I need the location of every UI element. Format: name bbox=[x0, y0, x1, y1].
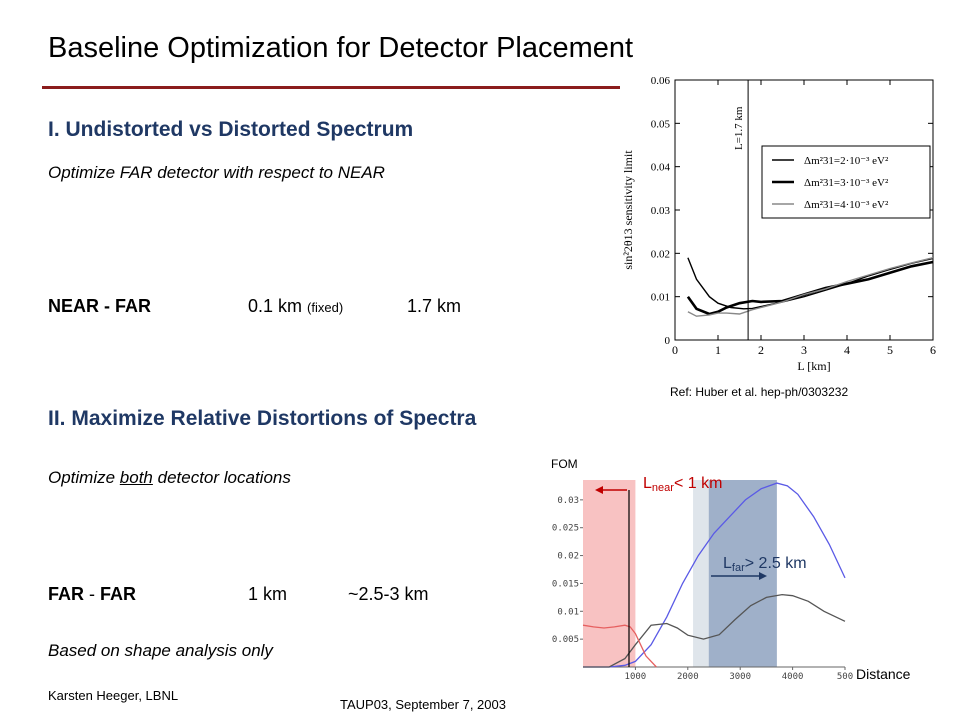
y-tick-label: 0.03 bbox=[557, 496, 579, 506]
legend-label-2: Δm²31=3·10⁻³ eV² bbox=[804, 177, 889, 189]
fom-y-axis-label: FOM bbox=[551, 457, 578, 471]
y-tick-label: 0.025 bbox=[552, 524, 579, 534]
section2-heading: II. Maximize Relative Distortions of Spe… bbox=[48, 407, 477, 430]
section2-row: FAR - FAR bbox=[48, 584, 136, 605]
footer-event: TAUP03, September 7, 2003 bbox=[340, 697, 506, 712]
x-tick-label: 5 bbox=[887, 343, 893, 357]
series-line-3 bbox=[687, 257, 934, 317]
near-annotation-sub: near bbox=[652, 482, 674, 494]
y-tick-label: 0.03 bbox=[651, 205, 671, 217]
far-label-a: FAR bbox=[48, 584, 84, 604]
near-far-label: NEAR - FAR bbox=[48, 296, 151, 316]
y-tick-label: 0.015 bbox=[552, 579, 579, 589]
section1-heading: I. Undistorted vs Distorted Spectrum bbox=[48, 118, 414, 141]
y-tick-label: 0 bbox=[665, 335, 671, 347]
title-underline bbox=[42, 86, 620, 89]
row-dash: - bbox=[89, 584, 96, 604]
section2-subtitle: Optimize both detector locations bbox=[48, 468, 291, 488]
section1-subtitle: Optimize FAR detector with respect to NE… bbox=[48, 163, 385, 182]
legend-label-3: Δm²31=4·10⁻³ eV² bbox=[804, 199, 889, 211]
far-annotation: Lfar> 2.5 km bbox=[723, 555, 807, 574]
far-arrow-head bbox=[759, 572, 767, 580]
y-tick-label: 0.06 bbox=[651, 75, 671, 87]
fom-curve-2 bbox=[583, 593, 846, 668]
x-tick-label: 2 bbox=[758, 343, 764, 357]
sensitivity-x-axis-label: L [km] bbox=[797, 359, 830, 373]
x-tick-label: 500 bbox=[837, 672, 853, 682]
x-tick-label: 0 bbox=[672, 343, 678, 357]
x-tick-label: 4 bbox=[844, 343, 850, 357]
section1-row: NEAR - FAR bbox=[48, 296, 151, 317]
fom-x-axis-label: Distance bbox=[856, 666, 911, 682]
y-tick-label: 0.01 bbox=[651, 292, 670, 304]
highlight-region-1 bbox=[583, 480, 636, 667]
near-annotation: Lnear< 1 km bbox=[643, 475, 722, 494]
far-annotation-main: L bbox=[723, 555, 732, 572]
section2-subtitle-post: detector locations bbox=[152, 468, 291, 487]
near-value: 0.1 km bbox=[248, 296, 303, 316]
x-tick-label: 1000 bbox=[625, 672, 647, 682]
near-note: (fixed) bbox=[307, 300, 344, 315]
series-line-2 bbox=[686, 260, 934, 316]
near-value-group: 0.1 km (fixed) bbox=[248, 296, 343, 317]
highlight-region-2 bbox=[693, 480, 709, 667]
near-arrow-head bbox=[595, 486, 603, 494]
y-tick-label: 0.005 bbox=[552, 635, 579, 645]
y-tick-label: 0.04 bbox=[651, 162, 671, 174]
slide-title: Baseline Optimization for Detector Place… bbox=[48, 32, 634, 64]
y-tick-label: 0.01 bbox=[557, 607, 579, 617]
x-tick-label: 2000 bbox=[677, 672, 699, 682]
y-tick-label: 0.05 bbox=[651, 118, 671, 130]
far-value-a: 1 km bbox=[248, 584, 288, 604]
sensitivity-legend: Δm²31=2·10⁻³ eV² Δm²31=3·10⁻³ eV² Δm²31=4·… bbox=[761, 145, 931, 219]
x-tick-label: 3000 bbox=[729, 672, 751, 682]
x-tick-label: 3 bbox=[801, 343, 807, 357]
sensitivity-chart: 0 1 2 3 4 5 6 0 0.01 0.02 0.03 0.04 0.05 0.06 L=1.7 k… bbox=[621, 75, 936, 373]
x-tick-label: 1 bbox=[715, 343, 721, 357]
y-tick-label: 0.02 bbox=[557, 552, 579, 562]
far-value-b: ~2.5-3 km bbox=[348, 584, 429, 604]
x-tick-label: 6 bbox=[930, 343, 936, 357]
fom-curve-1 bbox=[583, 482, 846, 668]
highlight-region-3 bbox=[708, 480, 777, 667]
series-line-1 bbox=[687, 257, 934, 310]
legend-label-1: Δm²31=2·10⁻³ eV² bbox=[804, 155, 889, 167]
fom-chart: FOM 1000 2000 3000 4000 500 0.005 0.01 0.015 0.0… bbox=[551, 457, 911, 682]
far-label-b: FAR bbox=[100, 584, 137, 604]
reference-text: Ref: Huber et al. hep-ph/0303232 bbox=[670, 385, 849, 399]
near-annotation-rest: < 1 km bbox=[674, 475, 722, 492]
section2-note: Based on shape analysis only bbox=[48, 641, 273, 660]
near-annotation-main: L bbox=[643, 475, 652, 492]
footer-author: Karsten Heeger, LBNL bbox=[48, 688, 179, 703]
sensitivity-y-axis-label: sin²2θ13 sensitivity limit bbox=[621, 150, 635, 270]
section2-subtitle-pre: Optimize bbox=[48, 468, 120, 487]
section2-subtitle-emphasis: both bbox=[119, 468, 153, 487]
y-tick-label: 0.02 bbox=[651, 248, 670, 260]
fom-curve-3 bbox=[582, 624, 657, 668]
far-value: 1.7 km bbox=[407, 296, 462, 316]
x-tick-label: 4000 bbox=[782, 672, 804, 682]
far-annotation-rest: > 2.5 km bbox=[745, 555, 807, 572]
far-annotation-sub: far bbox=[732, 562, 745, 574]
baseline-marker-label: L=1.7 km bbox=[733, 106, 745, 150]
